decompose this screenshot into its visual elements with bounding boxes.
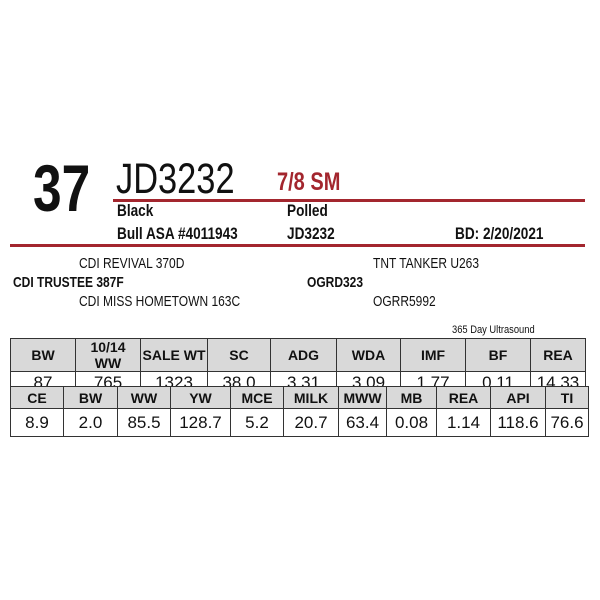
table-cell: 5.2 [230,408,284,437]
divider [113,199,585,202]
column-header: WDA [336,338,401,372]
epd-table: CE BW WW YW MCE MILK MWW MB REA API TI 8.9 2.0 85.5 1… [10,386,589,437]
color: Black [117,201,154,220]
dam: OGRD323 [307,274,364,291]
sire-dam: CDI MISS HOMETOWN 163C [79,293,241,310]
breed: 7/8 SM [277,168,341,196]
table-cell: 0.08 [386,408,437,437]
ultrasound-label: 365 Day Ultrasound [452,324,535,336]
performance-table: BW 10/14 WW SALE WT SC ADG WDA IMF BF REA 87 765 1… [10,338,586,395]
table-cell: 85.5 [117,408,171,437]
sex-registration: Bull ASA #4011943 [117,224,238,243]
column-header: BW [10,338,76,372]
column-header: SC [207,338,271,372]
table-cell: 1.14 [436,408,491,437]
table-cell: 8.9 [10,408,64,437]
column-header: MILK [283,386,339,409]
column-header: SALE WT [140,338,208,372]
table-cell: 128.7 [170,408,231,437]
divider [10,244,585,247]
registration-name: JD3232 [116,155,235,203]
column-header: YW [170,386,231,409]
column-header: IMF [400,338,466,372]
sire: CDI TRUSTEE 387F [13,274,124,291]
column-header: MWW [338,386,387,409]
table-cell: 20.7 [283,408,339,437]
dam-dam: OGRR5992 [373,293,436,310]
sire-sire: CDI REVIVAL 370D [79,255,185,272]
column-header: CE [10,386,64,409]
column-header: API [490,386,546,409]
column-header: REA [530,338,586,372]
table-cell: 2.0 [63,408,118,437]
column-header: MB [386,386,437,409]
table-cell: 76.6 [545,408,589,437]
column-header: MCE [230,386,284,409]
table-cell: 63.4 [338,408,387,437]
lot-number: 37 [33,151,91,225]
table-cell: 118.6 [490,408,546,437]
tattoo: JD3232 [287,224,335,243]
column-header: 10/14 WW [75,338,141,372]
column-header: BF [465,338,531,372]
horn-status: Polled [287,201,328,220]
column-header: BW [63,386,118,409]
birth-date: BD: 2/20/2021 [455,224,544,243]
column-header: REA [436,386,491,409]
column-header: WW [117,386,171,409]
column-header: TI [545,386,589,409]
column-header: ADG [270,338,337,372]
dam-sire: TNT TANKER U263 [373,255,480,272]
